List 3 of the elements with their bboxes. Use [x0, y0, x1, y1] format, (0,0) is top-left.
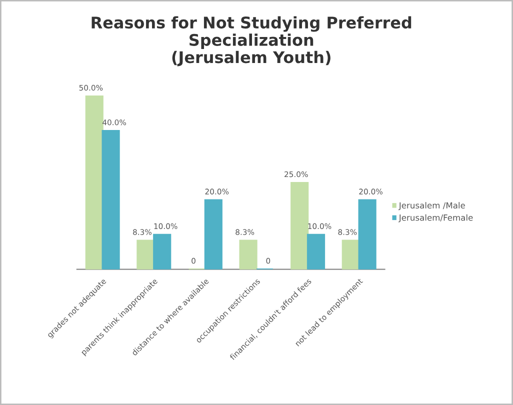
legend-label: Jerusalem/Female	[398, 214, 473, 222]
legend-label: Jerusalem /Male	[398, 202, 465, 210]
chart-title: Reasons for Not Studying Preferred Specialization (Jerusalem Youth)	[92, 16, 412, 66]
